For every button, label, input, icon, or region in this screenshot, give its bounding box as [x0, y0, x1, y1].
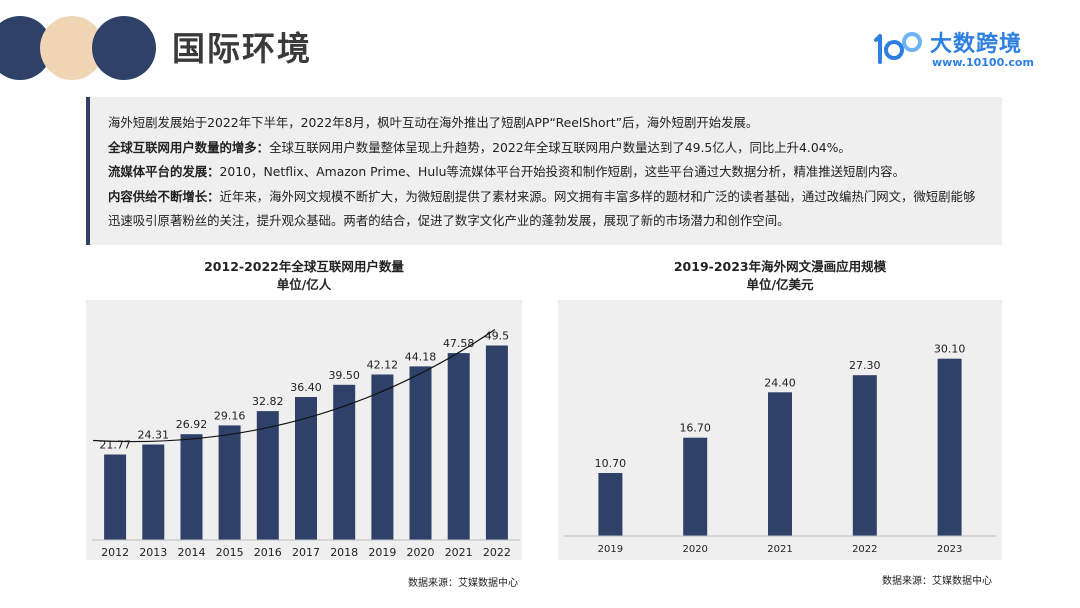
- chart1-tick-label-2014: 2014: [178, 546, 206, 559]
- logo: 大数跨境 www.10100.com: [870, 26, 1040, 72]
- chart1-tick-label-2019: 2019: [368, 546, 396, 559]
- intro-paragraph-3: 流媒体平台的发展：2010，Netflix、Amazon Prime、Hulu等…: [108, 160, 986, 185]
- chart1-data-label-2014: 26.92: [176, 418, 208, 431]
- chart1-data-label-2016: 32.82: [252, 395, 283, 408]
- intro-p2-label: 全球互联网用户数量的增多：: [108, 139, 270, 155]
- chart1-tick-label-2017: 2017: [292, 546, 320, 559]
- chart2-source: 数据来源：艾媒数据中心: [882, 576, 992, 587]
- chart2-data-label-2020: 16.70: [679, 422, 711, 435]
- chart2-data-label-2021: 24.40: [764, 376, 796, 389]
- chart1-heading: 2012-2022年全球互联网用户数量 单位/亿人: [86, 258, 522, 294]
- chart1-data-label-2018: 39.50: [328, 369, 360, 382]
- chart1-bar-2012: [104, 454, 127, 540]
- chart2-subtitle: 单位/亿美元: [746, 277, 814, 292]
- chart1-bar-2016: [256, 411, 279, 540]
- chart2-heading: 2019-2023年海外网文漫画应用规模 单位/亿美元: [558, 258, 1002, 294]
- chart2-plot: 10.70 2019 16.70 2020 24.40 2021 27.30 2022 30.1…: [564, 343, 996, 555]
- chart1-bar-2019: [371, 374, 394, 540]
- intro-p4-text: 近年来，海外网文规模不断扩大，为微短剧提供了素材来源。网文拥有丰富多样的题材和广…: [108, 188, 976, 229]
- chart1-tick-label-2022: 2022: [483, 546, 511, 559]
- chart1-panel: 21.77 2012 24.31 2013 26.92 2014 29.16 2015 32.8…: [86, 300, 522, 560]
- chart1-data-label-2013: 24.31: [138, 429, 170, 442]
- intro-p1-text: 海外短剧发展始于2022年下半年，2022年8月，枫叶互动在海外推出了短剧APP…: [108, 115, 759, 130]
- chart1-tick-label-2012: 2012: [101, 546, 129, 559]
- chart2-tick-label-2019: 2019: [598, 544, 623, 555]
- chart1-source: 数据来源：艾媒数据中心: [408, 578, 518, 589]
- chart2-bar-2021: [768, 392, 792, 536]
- chart1-data-label-2019: 42.12: [367, 359, 399, 372]
- chart1-data-label-2022: 49.5: [485, 330, 510, 343]
- chart2-tick-label-2020: 2020: [682, 544, 707, 555]
- chart1-bar-2018: [333, 384, 356, 540]
- chart1-tick-label-2016: 2016: [254, 546, 282, 559]
- chart1-bar-2013: [142, 444, 165, 540]
- chart2-bar-2019: [598, 473, 623, 536]
- intro-p3-label: 流媒体平台的发展：: [108, 164, 220, 180]
- intro-paragraph-2: 全球互联网用户数量的增多：全球互联网用户数量整体呈现上升趋势，2022年全球互联…: [108, 136, 986, 161]
- chart2-data-label-2022: 27.30: [849, 359, 881, 372]
- chart2-bar-2022: [852, 375, 877, 536]
- chart1-tick-label-2015: 2015: [216, 546, 244, 559]
- chart1-data-label-2020: 44.18: [405, 350, 437, 363]
- chart1-plot: 21.77201224.31201326.92201429.16201532.8…: [92, 329, 520, 559]
- chart1-data-label-2021: 47.58: [443, 337, 475, 350]
- intro-p2-text: 全球互联网用户数量整体呈现上升趋势，2022年全球互联网用户数量达到了49.5亿…: [269, 139, 851, 155]
- chart1-bar-2014: [180, 434, 203, 540]
- chart1-trend-line: [93, 329, 496, 443]
- decorative-circles: [0, 16, 158, 80]
- intro-paragraph-4: 内容供给不断增长：近年来，海外网文规模不断扩大，为微短剧提供了素材来源。网文拥有…: [108, 185, 986, 234]
- intro-text-block: 海外短剧发展始于2022年下半年，2022年8月，枫叶互动在海外推出了短剧APP…: [86, 97, 1002, 245]
- chart1-tick-label-2018: 2018: [330, 546, 358, 559]
- deco-circle-navy-2: [92, 16, 156, 80]
- chart2-bar-2020: [683, 437, 708, 536]
- chart1-bar-2021: [447, 353, 470, 540]
- logo-name: 大数跨境: [930, 32, 1023, 57]
- intro-paragraph-1: 海外短剧发展始于2022年下半年，2022年8月，枫叶互动在海外推出了短剧APP…: [108, 111, 986, 136]
- chart2-data-label-2019: 10.70: [595, 457, 627, 470]
- chart2-data-label-2023: 30.10: [934, 343, 966, 356]
- chart2-tick-label-2021: 2021: [767, 544, 792, 555]
- chart1-tick-label-2021: 2021: [445, 546, 473, 559]
- chart1-title: 2012-2022年全球互联网用户数量: [204, 259, 404, 274]
- intro-p4-label: 内容供给不断增长：: [108, 188, 220, 204]
- chart1-data-label-2017: 36.40: [290, 381, 322, 394]
- chart2-bar-2023: [937, 358, 962, 536]
- chart2-panel: 10.70 2019 16.70 2020 24.40 2021 27.30 2022 30.1…: [558, 300, 1002, 560]
- chart2-tick-label-2022: 2022: [852, 544, 877, 555]
- chart2-title: 2019-2023年海外网文漫画应用规模: [673, 259, 887, 274]
- chart1-tick-label-2020: 2020: [407, 546, 435, 559]
- chart1-tick-label-2013: 2013: [139, 546, 167, 559]
- page-title: 国际环境: [172, 29, 312, 68]
- chart1-data-label-2015: 29.16: [214, 409, 246, 422]
- chart1-subtitle: 单位/亿人: [276, 277, 332, 292]
- chart1-bar-2022: [485, 345, 508, 540]
- chart2-tick-label-2023: 2023: [937, 544, 962, 555]
- intro-p3-text: 2010，Netflix、Amazon Prime、Hulu等流媒体平台开始投资…: [219, 164, 905, 180]
- logo-mark-icon: [874, 32, 922, 64]
- chart1-bar-2015: [218, 425, 241, 540]
- chart1-bar-2017: [295, 397, 317, 540]
- chart1-bar-2020: [409, 366, 432, 540]
- logo-url[interactable]: www.10100.com: [932, 56, 1034, 69]
